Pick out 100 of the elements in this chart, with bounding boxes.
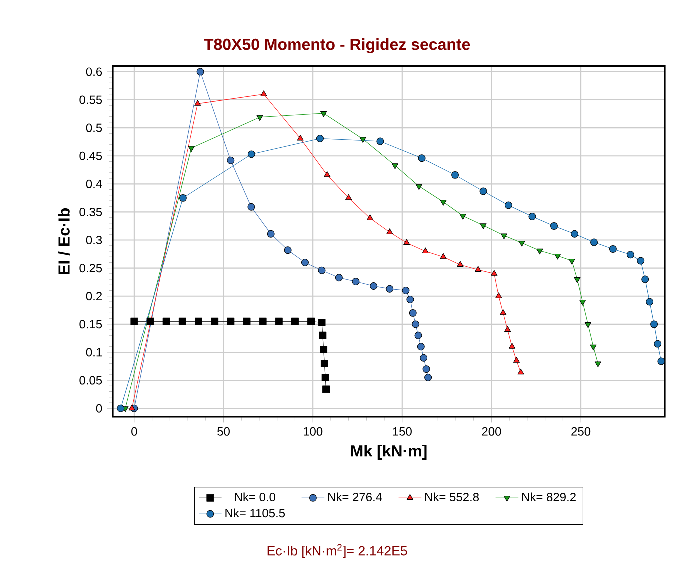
point bbox=[360, 137, 366, 144]
x-tick-label: 50 bbox=[218, 427, 230, 436]
point bbox=[402, 287, 410, 294]
point bbox=[594, 362, 602, 368]
point bbox=[554, 254, 562, 260]
point bbox=[386, 285, 394, 293]
point bbox=[275, 318, 283, 326]
point bbox=[528, 212, 536, 220]
y-tick-label: 0.55 bbox=[80, 96, 102, 104]
point bbox=[412, 320, 420, 328]
point bbox=[162, 318, 170, 326]
point bbox=[500, 309, 507, 316]
point bbox=[370, 282, 378, 290]
point bbox=[460, 214, 466, 220]
point bbox=[626, 251, 634, 259]
point bbox=[646, 298, 654, 306]
point bbox=[658, 358, 666, 366]
y-tick-label: 0.25 bbox=[80, 264, 102, 273]
y-tick-label: 0.1 bbox=[86, 348, 102, 357]
x-tick-label: 100 bbox=[304, 427, 323, 436]
y-tick-label: 0.5 bbox=[86, 124, 102, 132]
point bbox=[366, 214, 374, 220]
point bbox=[195, 318, 202, 326]
point bbox=[637, 257, 645, 265]
point bbox=[571, 230, 579, 238]
point bbox=[319, 332, 327, 340]
point bbox=[284, 246, 292, 254]
y-tick-label: 0.3 bbox=[86, 236, 102, 245]
point bbox=[320, 346, 328, 354]
point bbox=[508, 343, 516, 349]
point bbox=[322, 374, 330, 382]
x-tick-label: 200 bbox=[482, 427, 502, 436]
point bbox=[376, 138, 384, 146]
point bbox=[518, 241, 526, 247]
point bbox=[117, 404, 125, 412]
point bbox=[475, 266, 482, 272]
point bbox=[243, 318, 251, 326]
point bbox=[211, 318, 219, 326]
legend-label: Nk= 1105.5 bbox=[226, 508, 286, 518]
point bbox=[452, 171, 460, 179]
point bbox=[440, 200, 447, 206]
x-axis-title: Mk [kN·m] bbox=[351, 445, 427, 460]
text: Ec·Ib [kN·m$^{2}$]= 2.142E5 bbox=[268, 544, 408, 558]
point bbox=[248, 150, 256, 158]
point bbox=[346, 194, 352, 200]
point bbox=[194, 100, 202, 106]
point bbox=[267, 230, 275, 238]
point bbox=[291, 318, 299, 326]
y-tick-label: 0.4 bbox=[86, 180, 102, 188]
point bbox=[550, 222, 558, 230]
legend-label: Nk= 829.2 bbox=[522, 492, 576, 502]
y-tick-label: 0.6 bbox=[86, 68, 102, 76]
point bbox=[584, 322, 592, 328]
point bbox=[500, 234, 508, 240]
point bbox=[422, 248, 429, 254]
point bbox=[642, 276, 650, 284]
point bbox=[590, 344, 597, 351]
point bbox=[386, 228, 394, 234]
point bbox=[518, 368, 524, 375]
point bbox=[196, 68, 204, 76]
point bbox=[536, 248, 544, 255]
chart-title: T80X50 Momento - Rigidez secante bbox=[204, 38, 470, 54]
point bbox=[259, 318, 267, 326]
point bbox=[179, 194, 187, 202]
legend-label: Nk= 0.0 bbox=[235, 492, 276, 502]
point bbox=[422, 366, 430, 374]
point bbox=[256, 115, 264, 122]
point bbox=[496, 292, 502, 298]
point bbox=[416, 184, 422, 190]
point bbox=[418, 154, 426, 162]
y-tick-label: 0.35 bbox=[80, 208, 102, 216]
y-tick-label: 0 bbox=[96, 404, 102, 413]
point bbox=[480, 188, 488, 196]
y-tick-label: 0.05 bbox=[80, 376, 102, 385]
point bbox=[308, 318, 316, 326]
point bbox=[227, 156, 235, 164]
y-tick-label: 0.15 bbox=[80, 320, 102, 329]
point bbox=[457, 261, 464, 267]
point bbox=[130, 318, 138, 326]
point bbox=[146, 318, 154, 326]
point bbox=[420, 354, 428, 362]
legend-label: Nk= 552.8 bbox=[426, 492, 480, 502]
point bbox=[650, 320, 658, 328]
y-tick-label: 0.45 bbox=[80, 152, 102, 160]
x-tick-label: 150 bbox=[393, 427, 412, 436]
y-tick-label: 0.2 bbox=[86, 292, 102, 301]
point bbox=[322, 386, 330, 394]
point bbox=[424, 374, 432, 382]
point bbox=[352, 278, 360, 286]
point bbox=[568, 259, 576, 265]
point bbox=[320, 360, 328, 368]
point bbox=[409, 309, 417, 317]
point bbox=[590, 238, 598, 246]
point bbox=[227, 318, 235, 326]
point bbox=[320, 111, 328, 118]
point bbox=[324, 171, 331, 178]
point bbox=[188, 146, 195, 152]
point bbox=[392, 164, 399, 170]
point bbox=[504, 326, 512, 332]
point bbox=[480, 224, 487, 230]
